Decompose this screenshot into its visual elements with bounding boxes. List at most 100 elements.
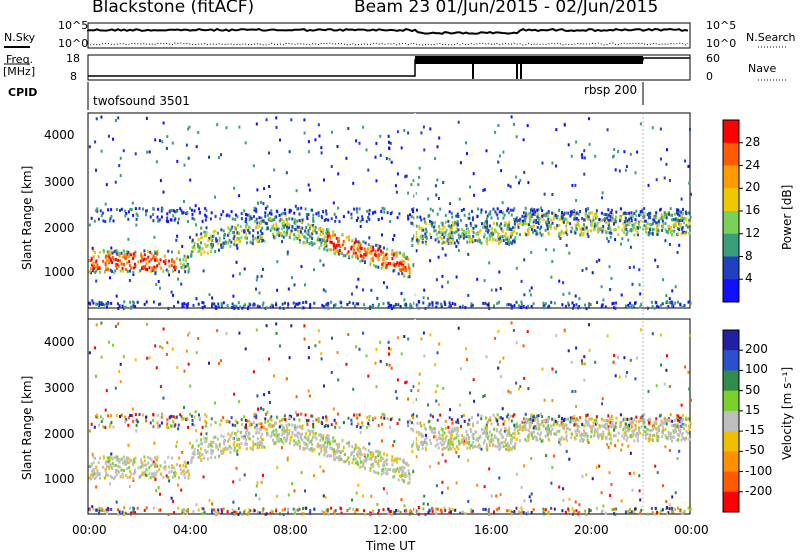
power-cell <box>443 235 446 239</box>
velocity-cell <box>346 509 349 512</box>
power-cell <box>565 231 568 235</box>
power-cell <box>104 220 107 223</box>
velocity-cell <box>120 468 123 472</box>
velocity-cell <box>526 330 529 334</box>
power-cell <box>98 303 101 307</box>
power-cell <box>416 303 419 307</box>
power-cell <box>230 227 233 230</box>
velocity-cell <box>255 493 257 497</box>
velocity-cell <box>123 512 126 516</box>
velocity-cell <box>666 436 669 440</box>
power-cell <box>428 302 431 306</box>
velocity-cell <box>537 424 540 428</box>
velocity-cell <box>114 386 117 390</box>
power-cell <box>645 230 648 234</box>
power-cell <box>518 181 520 185</box>
velocity-cell <box>323 447 326 450</box>
power-cell <box>532 302 535 306</box>
power-cell <box>91 299 94 303</box>
velocity-cell <box>671 506 674 510</box>
power-cell <box>299 227 302 231</box>
velocity-cell <box>96 413 99 417</box>
power-cell <box>88 270 91 274</box>
velocity-cell <box>381 439 383 443</box>
power-cell <box>444 253 447 257</box>
power-cell <box>562 217 565 221</box>
power-cell <box>418 239 421 243</box>
power-cell <box>537 218 540 222</box>
power-cell <box>275 222 278 226</box>
power-cell <box>458 236 461 240</box>
power-cell <box>257 235 259 239</box>
power-cell <box>201 236 204 240</box>
power-cell <box>162 260 165 264</box>
power-cell <box>513 240 516 244</box>
power-cell <box>653 227 656 231</box>
velocity-cell <box>412 385 415 389</box>
velocity-cell <box>304 489 306 493</box>
power-cell <box>157 219 160 223</box>
velocity-cell <box>396 422 399 426</box>
power-cell <box>671 289 674 293</box>
power-cell <box>291 217 294 221</box>
power-cell <box>610 276 613 280</box>
power-cell <box>453 222 456 226</box>
velocity-cell <box>402 473 405 477</box>
velocity-cell <box>486 431 489 435</box>
power-cell <box>488 212 491 216</box>
power-cell <box>298 219 301 222</box>
velocity-cell <box>285 423 288 427</box>
velocity-cell <box>377 462 380 466</box>
power-cell <box>489 235 492 238</box>
power-cell <box>305 300 308 304</box>
power-cell <box>270 209 273 213</box>
power-cell <box>173 260 176 264</box>
power-cell <box>525 306 528 310</box>
power-cell <box>295 189 298 193</box>
power-cell <box>134 152 137 156</box>
velocity-cell <box>558 429 561 433</box>
velocity-cell <box>296 443 299 447</box>
velocity-cell <box>320 357 323 361</box>
velocity-cell <box>252 421 255 425</box>
power-cell <box>115 208 118 212</box>
power-cell <box>563 123 566 127</box>
power-cell <box>481 225 484 229</box>
power-cell <box>253 206 256 210</box>
velocity-cell <box>207 445 210 448</box>
velocity-cell <box>318 340 321 344</box>
power-cell <box>414 303 417 307</box>
xlabel: Time UT <box>366 539 416 553</box>
velocity-cell <box>118 470 120 474</box>
velocity-cell <box>155 489 158 493</box>
velocity-cell <box>317 420 320 424</box>
velocity-cell <box>509 391 512 395</box>
velocity-cell <box>532 436 535 440</box>
power-cell <box>294 227 297 231</box>
velocity-cell <box>195 439 198 443</box>
velocity-cell <box>522 344 525 348</box>
power-cell <box>220 213 223 217</box>
power-cell <box>126 252 129 256</box>
velocity-cell <box>244 441 247 445</box>
power-cell <box>321 303 324 307</box>
power-cell <box>597 226 600 230</box>
velocity-cell <box>558 440 560 444</box>
velocity-cell <box>523 499 526 503</box>
velocity-cell <box>293 489 296 493</box>
velocity-cell <box>347 456 350 460</box>
power-cell <box>89 259 92 263</box>
velocity-cell <box>277 437 280 441</box>
velocity-cell <box>418 433 421 437</box>
velocity-cell <box>156 455 159 459</box>
velocity-cell <box>607 414 610 418</box>
power-cell <box>420 226 423 230</box>
velocity-cell <box>331 336 333 340</box>
power-cell <box>527 231 530 235</box>
power-cell <box>490 216 493 220</box>
velocity-cell <box>617 439 620 443</box>
velocity-cell <box>261 444 264 448</box>
power-cell <box>427 296 429 300</box>
velocity-cell <box>389 426 392 429</box>
power-cell <box>374 210 377 214</box>
